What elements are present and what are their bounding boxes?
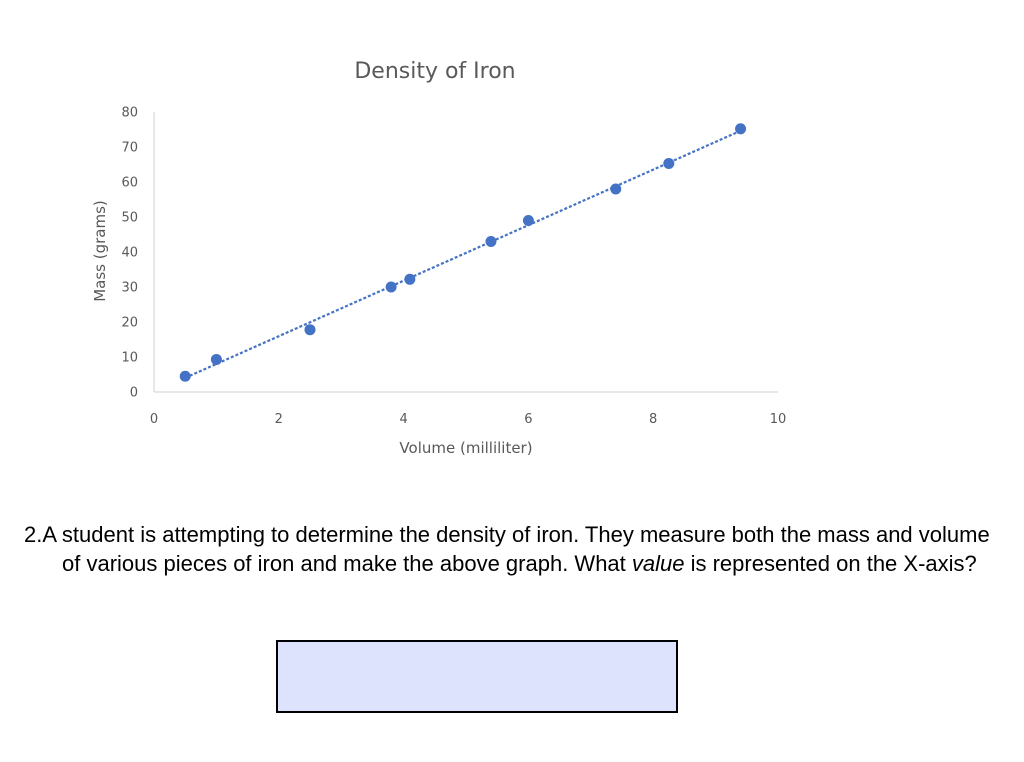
y-tick-label: 20 (121, 316, 138, 331)
data-point (735, 123, 747, 135)
trendline-layer (184, 129, 742, 379)
question-number: 2. (24, 522, 43, 547)
data-point (663, 157, 675, 169)
x-axis-title: Volume (milliliter) (399, 439, 532, 457)
y-tick-label: 60 (121, 176, 138, 191)
question-emphasis: value (631, 551, 685, 576)
density-chart: Density of Iron 0 2 4 6 8 10 0 10 20 30 40 50 60 70 80… (91, 59, 786, 457)
x-tick-label: 2 (275, 412, 283, 427)
data-point (522, 215, 534, 226)
chart-title: Density of Iron (354, 59, 515, 84)
y-tick-label: 40 (121, 246, 138, 261)
y-tick-label: 30 (121, 281, 138, 296)
data-point (179, 370, 191, 382)
data-point (485, 236, 497, 247)
y-tick-label: 50 (121, 211, 138, 226)
data-point (210, 353, 222, 365)
y-tick-label: 70 (121, 141, 138, 156)
x-tick-label: 6 (524, 412, 532, 427)
answer-input-box[interactable] (276, 640, 678, 713)
data-point (404, 273, 416, 285)
data-points-layer (179, 123, 747, 382)
x-tick-label: 0 (150, 412, 158, 427)
trendline (184, 129, 742, 379)
question-text-before: A student is attempting to determine the… (42, 522, 990, 576)
data-point (304, 324, 316, 336)
data-point (610, 183, 622, 195)
chart-axes: 0 2 4 6 8 10 0 10 20 30 40 50 60 70 80 (121, 106, 786, 428)
x-tick-label: 8 (649, 412, 657, 427)
x-tick-label: 4 (399, 412, 407, 427)
y-axis-title: Mass (grams) (91, 200, 109, 302)
y-tick-label: 0 (130, 386, 138, 401)
y-tick-label: 10 (121, 351, 138, 366)
x-tick-label: 10 (770, 412, 787, 427)
y-tick-label: 80 (121, 106, 138, 121)
question-text-after: is represented on the X-axis? (684, 551, 977, 576)
data-point (385, 281, 397, 293)
question-text: 2.A student is attempting to determine t… (24, 520, 1002, 578)
